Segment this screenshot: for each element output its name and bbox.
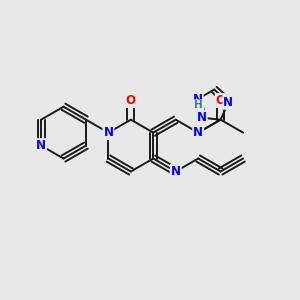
Text: O: O: [216, 94, 226, 107]
Text: N: N: [193, 126, 203, 139]
Text: O: O: [126, 94, 136, 107]
Text: N: N: [103, 126, 113, 139]
Text: H: H: [194, 100, 203, 110]
Text: N: N: [171, 165, 181, 178]
Text: N: N: [36, 139, 46, 152]
Text: N: N: [224, 96, 233, 109]
Text: N: N: [193, 93, 203, 106]
Text: N: N: [197, 111, 207, 124]
